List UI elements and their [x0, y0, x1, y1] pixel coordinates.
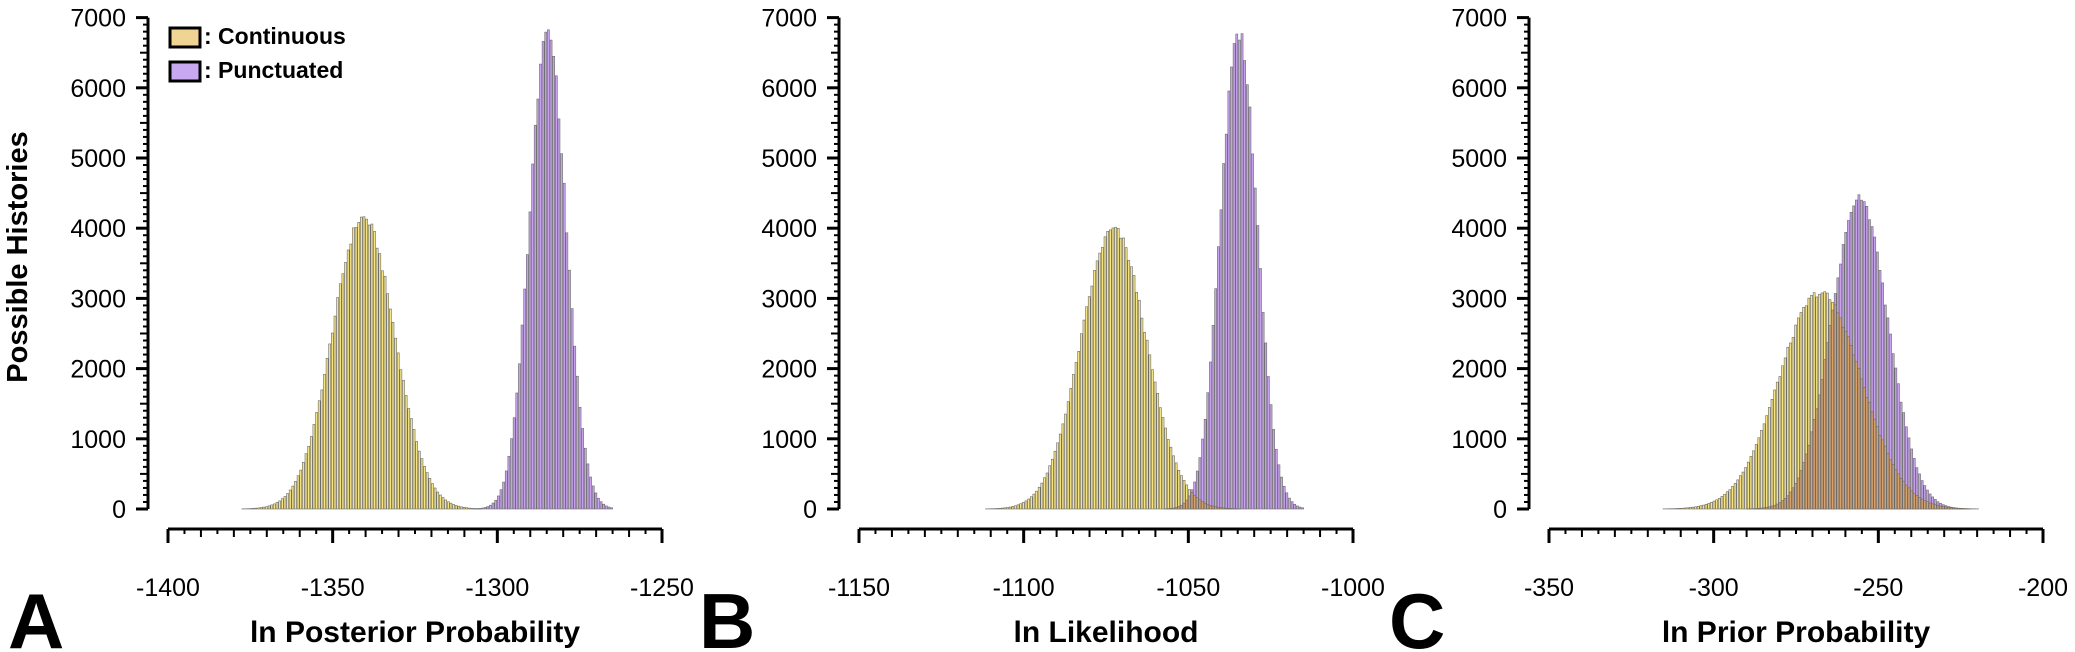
y-axis: 0 1000 2000 3000 4000 5000 6000 7000	[70, 5, 150, 524]
x-tick-label: -1300	[465, 574, 529, 602]
panel-c: 0 1000 2000 3000 4000 5000 6000 7000 -350 -300 -25…	[1389, 5, 2068, 652]
y-tick-label: 2000	[70, 356, 126, 384]
x-axis-title: ln Posterior Probability	[250, 616, 580, 649]
y-tick-label: 1000	[1451, 426, 1507, 454]
legend-swatch-continuous	[168, 26, 202, 49]
x-axis: -1150 -1100 -1050 -1000	[828, 527, 1385, 602]
x-axis-title: ln Likelihood	[1014, 616, 1199, 649]
histogram-bars	[1662, 194, 1979, 510]
y-tick-label: 0	[112, 496, 126, 524]
y-tick-label: 4000	[761, 215, 817, 243]
y-tick-label: 5000	[1451, 145, 1507, 173]
x-tick-label: -1400	[136, 574, 200, 602]
x-axis: -1400 -1350 -1300 -1250	[136, 527, 694, 602]
y-tick-label: 3000	[761, 285, 817, 313]
y-tick-label: 2000	[761, 356, 817, 384]
x-tick-label: -1150	[828, 574, 890, 602]
y-tick-label: 5000	[761, 145, 817, 173]
y-tick-label: 2000	[1451, 356, 1507, 384]
y-tick-label: 7000	[1451, 5, 1507, 33]
x-tick-label: -1250	[630, 574, 694, 602]
x-tick-label: -300	[1689, 574, 1739, 602]
x-tick-label: -1000	[1321, 574, 1385, 602]
x-tick-label: -250	[1853, 574, 1903, 602]
legend-label-continuous: : Continuous	[204, 23, 346, 49]
y-tick-label: 4000	[1451, 215, 1507, 243]
y-tick-label: 7000	[70, 5, 126, 33]
x-tick-label: -1350	[301, 574, 365, 602]
x-tick-label: -200	[2018, 574, 2068, 602]
x-axis: -350 -300 -250 -200	[1524, 527, 2068, 602]
y-tick-label: 1000	[70, 426, 126, 454]
y-tick-label: 4000	[70, 215, 126, 243]
y-axis: 0 1000 2000 3000 4000 5000 6000 7000	[761, 5, 841, 524]
y-tick-label: 6000	[1451, 75, 1507, 103]
y-tick-label: 0	[1493, 496, 1507, 524]
y-axis-title: Possible Histories	[2, 131, 34, 382]
panel-letter: C	[1389, 577, 1445, 652]
panel-letter: A	[8, 577, 64, 652]
y-tick-label: 0	[803, 496, 817, 524]
y-tick-label: 6000	[70, 75, 126, 103]
legend-label-punctuated: : Punctuated	[204, 57, 343, 83]
y-axis: 0 1000 2000 3000 4000 5000 6000 7000	[1451, 5, 1531, 524]
x-tick-label: -1050	[1156, 574, 1220, 602]
x-tick-label: -1100	[993, 574, 1055, 602]
histogram-bars	[985, 33, 1304, 510]
x-tick-label: -350	[1524, 574, 1574, 602]
legend: : Continuous : Punctuated	[168, 23, 346, 83]
y-tick-label: 5000	[70, 145, 126, 173]
legend-swatch-punctuated	[168, 60, 202, 83]
y-tick-label: 6000	[761, 75, 817, 103]
y-tick-label: 7000	[761, 5, 817, 33]
y-tick-label: 1000	[761, 426, 817, 454]
y-axis-title-text: Possible Histories	[2, 131, 34, 382]
y-tick-label: 3000	[70, 285, 126, 313]
x-axis-title: ln Prior Probability	[1662, 616, 1931, 649]
y-tick-label: 3000	[1451, 285, 1507, 313]
histogram-bars	[241, 29, 613, 510]
panel-letter: B	[699, 577, 755, 652]
